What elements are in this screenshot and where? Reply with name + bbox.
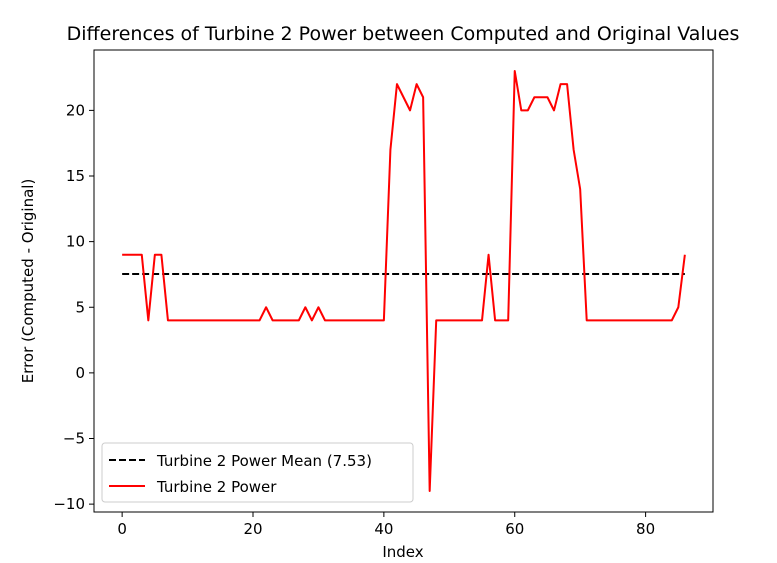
legend-label-mean: Turbine 2 Power Mean (7.53) [156,452,372,470]
y-axis: −10 −5 0 5 10 15 20 [53,101,94,513]
y-tick-label: 5 [75,298,85,316]
legend-frame [101,442,414,503]
turbine-2-power-line [122,70,686,492]
x-axis: 0 20 40 60 80 [117,512,655,538]
y-tick-label: 0 [75,364,85,382]
y-tick-label: 15 [66,167,85,185]
x-tick-label: 0 [117,520,127,538]
chart-title: Differences of Turbine 2 Power between C… [67,23,740,45]
y-tick-label: 10 [66,233,85,251]
x-tick-label: 80 [636,520,655,538]
legend: Turbine 2 Power Mean (7.53) Turbine 2 Po… [101,442,414,503]
axes-frame [93,49,714,513]
x-tick-label: 60 [505,520,524,538]
x-tick-label: 20 [243,520,262,538]
x-tick-label: 40 [374,520,393,538]
y-axis-label: Error (Computed - Original) [19,179,37,384]
x-axis-label: Index [382,543,423,561]
legend-label-power: Turbine 2 Power [156,478,277,496]
plot-area [122,70,686,492]
y-tick-label: −10 [53,495,85,513]
y-tick-label: −5 [63,430,85,448]
y-tick-label: 20 [66,101,85,119]
